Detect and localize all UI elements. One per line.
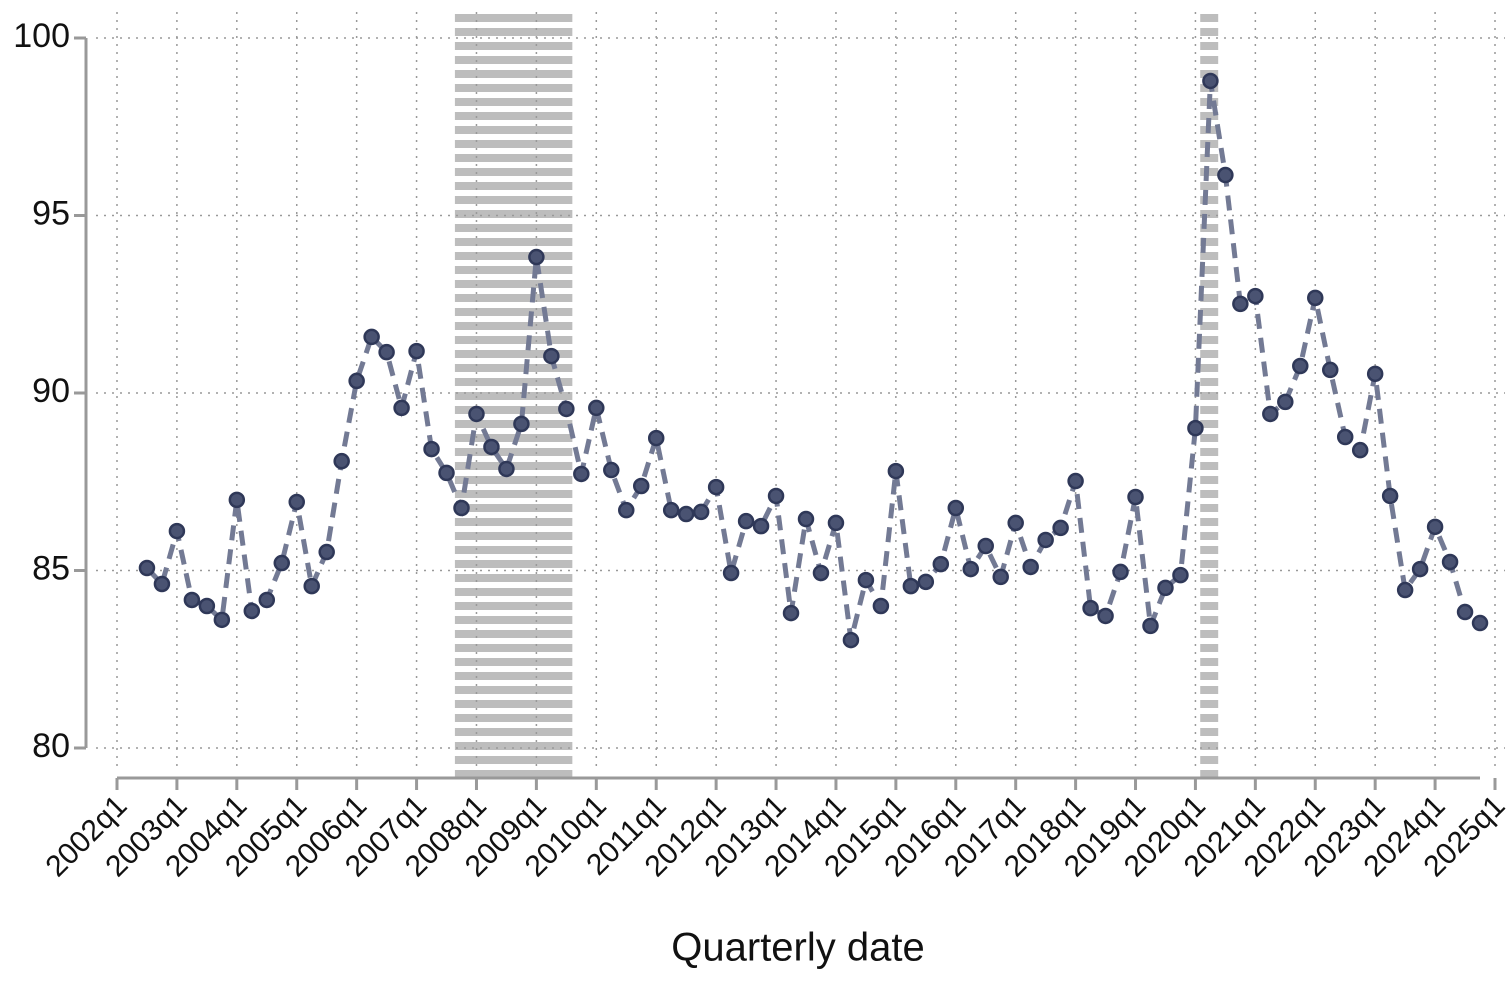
data-point	[872, 597, 890, 615]
data-point	[1456, 603, 1474, 621]
data-point	[513, 415, 530, 433]
data-point	[318, 543, 335, 561]
data-point	[947, 499, 965, 517]
data-point	[393, 399, 410, 417]
data-point	[348, 372, 365, 390]
data-point	[812, 564, 830, 582]
data-point	[1336, 428, 1354, 446]
data-point	[1007, 514, 1024, 532]
data-point	[483, 438, 500, 456]
data-point	[1411, 560, 1429, 578]
data-point	[603, 461, 620, 479]
data-point	[842, 631, 860, 649]
data-point	[1366, 365, 1384, 383]
data-point	[1037, 531, 1054, 549]
y-tick-label: 90	[32, 372, 70, 410]
data-point	[662, 501, 680, 519]
data-point	[1426, 518, 1444, 536]
data-point	[138, 559, 156, 577]
data-point	[1157, 579, 1174, 597]
data-point	[1202, 72, 1219, 90]
data-point	[992, 568, 1009, 586]
data-point	[1112, 563, 1129, 581]
y-tick-label: 80	[32, 727, 70, 765]
data-point	[1187, 419, 1204, 437]
data-point	[1321, 361, 1339, 379]
data-point	[258, 591, 276, 609]
data-point	[378, 343, 395, 361]
data-point	[1097, 607, 1114, 625]
data-point	[1217, 166, 1234, 184]
data-point	[303, 577, 320, 595]
data-point	[1471, 614, 1489, 632]
data-point	[722, 564, 740, 582]
data-point	[213, 611, 231, 629]
data-point	[752, 517, 770, 535]
y-tick-label: 85	[32, 549, 70, 587]
y-tick-label: 100	[13, 17, 70, 55]
data-point	[273, 554, 291, 572]
data-point	[1052, 519, 1069, 537]
data-point	[1277, 393, 1294, 411]
data-point	[1441, 553, 1459, 571]
data-point	[917, 573, 935, 591]
data-point	[1232, 295, 1249, 313]
data-point	[1067, 472, 1084, 490]
data-point	[707, 478, 725, 496]
data-point	[288, 493, 305, 511]
data-point	[1292, 357, 1309, 375]
data-point	[243, 602, 261, 620]
data-point	[647, 429, 665, 447]
data-point	[1022, 558, 1039, 576]
data-point	[677, 505, 695, 523]
data-point	[1142, 617, 1159, 635]
data-point	[543, 347, 560, 365]
data-point	[168, 522, 186, 540]
data-point	[408, 342, 425, 360]
data-point	[453, 499, 470, 517]
data-point	[1381, 487, 1399, 505]
data-point	[1247, 287, 1264, 305]
data-point	[528, 248, 545, 266]
data-point	[857, 571, 875, 589]
data-point	[1082, 599, 1099, 617]
data-point	[198, 597, 216, 615]
data-point	[1396, 581, 1414, 599]
data-point	[363, 328, 380, 346]
data-point	[558, 400, 575, 418]
data-point	[902, 577, 920, 595]
data-point	[1127, 488, 1144, 506]
data-point	[932, 555, 950, 573]
data-point	[1307, 289, 1324, 307]
data-point	[588, 399, 605, 417]
data-point	[767, 487, 785, 505]
data-point	[632, 477, 650, 495]
data-point	[618, 501, 635, 519]
y-tick-label: 95	[32, 194, 70, 232]
data-point	[438, 464, 455, 482]
data-point	[1172, 566, 1189, 584]
data-point	[977, 537, 994, 555]
data-point	[573, 465, 590, 483]
data-point	[737, 512, 755, 530]
data-point	[782, 604, 800, 622]
data-point	[498, 460, 515, 478]
x-axis-title: Quarterly date	[671, 926, 924, 970]
data-point	[1351, 441, 1369, 459]
data-point	[423, 440, 440, 458]
data-point	[827, 514, 845, 532]
data-point	[797, 510, 815, 528]
series-line	[145, 80, 1482, 641]
data-point	[962, 560, 980, 578]
data-point	[1262, 405, 1279, 423]
data-point	[887, 462, 905, 480]
data-point	[468, 405, 485, 423]
data-point	[183, 591, 201, 609]
data-point	[333, 452, 350, 470]
data-point	[692, 503, 710, 521]
data-point	[153, 575, 171, 593]
data-point	[228, 491, 246, 509]
